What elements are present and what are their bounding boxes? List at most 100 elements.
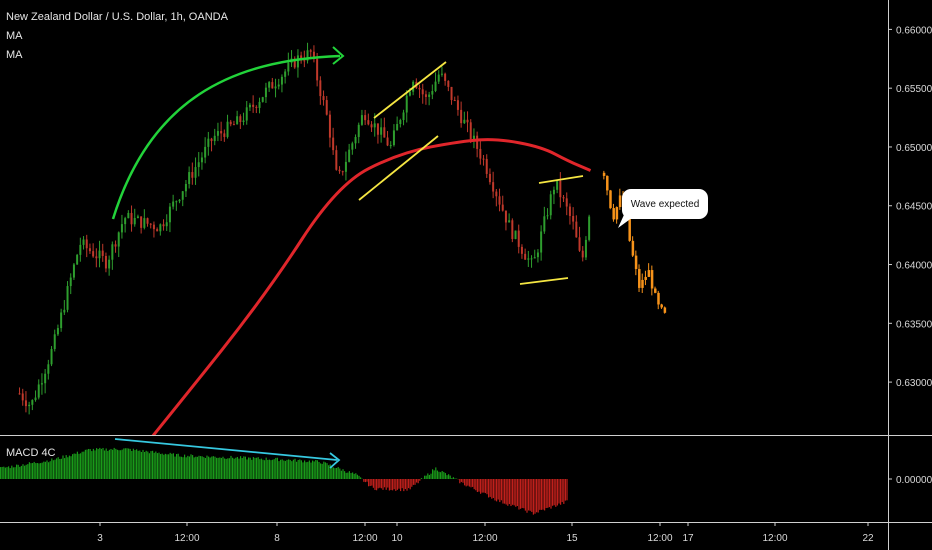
macd-histogram-bar xyxy=(470,479,472,488)
macd-histogram-bar xyxy=(304,460,306,479)
range-lower-line xyxy=(519,277,569,285)
macd-histogram-bar xyxy=(80,453,82,479)
macd-histogram-bar xyxy=(424,475,426,479)
macd-histogram-bar xyxy=(249,457,251,479)
candle-body xyxy=(389,145,392,147)
macd-histogram-bar xyxy=(104,450,106,479)
macd-histogram-bar xyxy=(20,465,22,479)
macd-histogram-bar xyxy=(339,468,341,479)
macd-histogram-bar xyxy=(128,448,130,479)
macd-histogram-bar xyxy=(379,479,381,488)
candle-body xyxy=(319,80,322,97)
macd-histogram-bar xyxy=(540,479,542,510)
macd-histogram-bar xyxy=(548,479,550,508)
macd-histogram-bar xyxy=(267,459,269,479)
macd-histogram-bar xyxy=(177,453,179,479)
macd-tick-label: 0.00000 xyxy=(896,475,932,486)
candle-body xyxy=(136,216,139,218)
candle-body xyxy=(348,149,351,162)
macd-histogram-bar xyxy=(528,479,530,511)
macd-histogram-bar xyxy=(105,448,107,479)
macd-histogram-bar xyxy=(476,479,478,493)
macd-histogram-bar xyxy=(262,459,264,479)
candle-body xyxy=(204,146,207,158)
candle-body xyxy=(501,204,504,211)
macd-histogram-bar xyxy=(272,459,274,479)
candle-body xyxy=(207,138,210,147)
macd-histogram-bar xyxy=(363,479,365,482)
macd-histogram-bar xyxy=(246,459,248,479)
candle-body xyxy=(450,86,453,101)
macd-histogram-bar xyxy=(400,479,402,492)
macd-histogram-bar xyxy=(275,457,277,479)
macd-histogram-bar xyxy=(553,479,555,506)
projection-body xyxy=(663,307,667,313)
candle-body xyxy=(536,252,539,258)
macd-histogram-bar xyxy=(164,453,166,479)
macd-histogram-bar xyxy=(539,479,541,510)
time-tick-label: 8 xyxy=(274,533,280,544)
macd-histogram-bar xyxy=(156,453,158,479)
macd-histogram-bar xyxy=(473,479,475,490)
candle-body xyxy=(268,82,271,88)
macd-histogram-bar xyxy=(358,475,360,479)
candle-body xyxy=(85,239,88,249)
macd-histogram-bar xyxy=(102,447,104,479)
macd-histogram-bar xyxy=(59,458,61,479)
candle-body xyxy=(498,196,501,205)
candle-body xyxy=(248,104,251,108)
macd-histogram-bar xyxy=(132,448,134,479)
macd-histogram-bar xyxy=(176,454,178,479)
candle-body xyxy=(56,328,59,335)
time-tick-label: 12:00 xyxy=(762,533,787,544)
macd-histogram-bar xyxy=(3,466,5,479)
macd-histogram-bar xyxy=(41,462,43,479)
candle-body xyxy=(456,100,459,110)
candle-body xyxy=(344,161,347,172)
macd-histogram-bar xyxy=(46,460,48,479)
candle-body xyxy=(511,220,514,239)
candle-body xyxy=(284,71,287,77)
macd-histogram-bar xyxy=(297,460,299,479)
candle-body xyxy=(568,206,571,216)
macd-histogram-bar xyxy=(252,457,254,479)
macd-histogram-bar xyxy=(356,474,358,479)
macd-histogram-bar xyxy=(123,448,125,479)
macd-histogram-bar xyxy=(300,460,302,479)
macd-histogram-bar xyxy=(9,468,11,479)
candle-body xyxy=(130,212,133,225)
candle-body xyxy=(264,87,267,98)
macd-histogram-bar xyxy=(112,449,114,479)
macd-histogram-bar xyxy=(488,479,490,498)
candle-body xyxy=(47,364,50,374)
macd-histogram-bar xyxy=(113,447,115,479)
candle-body xyxy=(296,55,299,68)
candle-body xyxy=(482,158,485,160)
candle-body xyxy=(428,94,431,97)
macd-histogram-bar xyxy=(260,458,262,479)
macd-histogram-bar xyxy=(43,461,45,479)
candle-body xyxy=(504,210,507,223)
candle-body xyxy=(466,119,469,123)
macd-histogram-bar xyxy=(443,471,445,479)
candle-body xyxy=(552,189,555,195)
macd-histogram-bar xyxy=(432,469,434,479)
candle-body xyxy=(530,258,533,260)
macd-histogram-bar xyxy=(155,451,157,479)
macd-histogram-bar xyxy=(312,460,314,479)
macd-histogram-bar xyxy=(500,479,502,501)
macd-histogram-bar xyxy=(486,479,488,495)
macd-histogram-bar xyxy=(54,459,56,479)
macd-histogram-bar xyxy=(257,457,259,479)
candle-body xyxy=(44,373,47,384)
macd-histogram-bar xyxy=(537,479,539,513)
candle-body xyxy=(146,218,149,224)
macd-histogram-bar xyxy=(203,457,205,479)
candle-body xyxy=(399,119,402,125)
macd-histogram-bar xyxy=(184,454,186,479)
candle-body xyxy=(104,255,107,269)
macd-histogram-bar xyxy=(22,464,24,479)
macd-histogram-bar xyxy=(1,466,3,479)
macd-histogram-bar xyxy=(547,479,549,508)
candle-body xyxy=(127,212,130,219)
